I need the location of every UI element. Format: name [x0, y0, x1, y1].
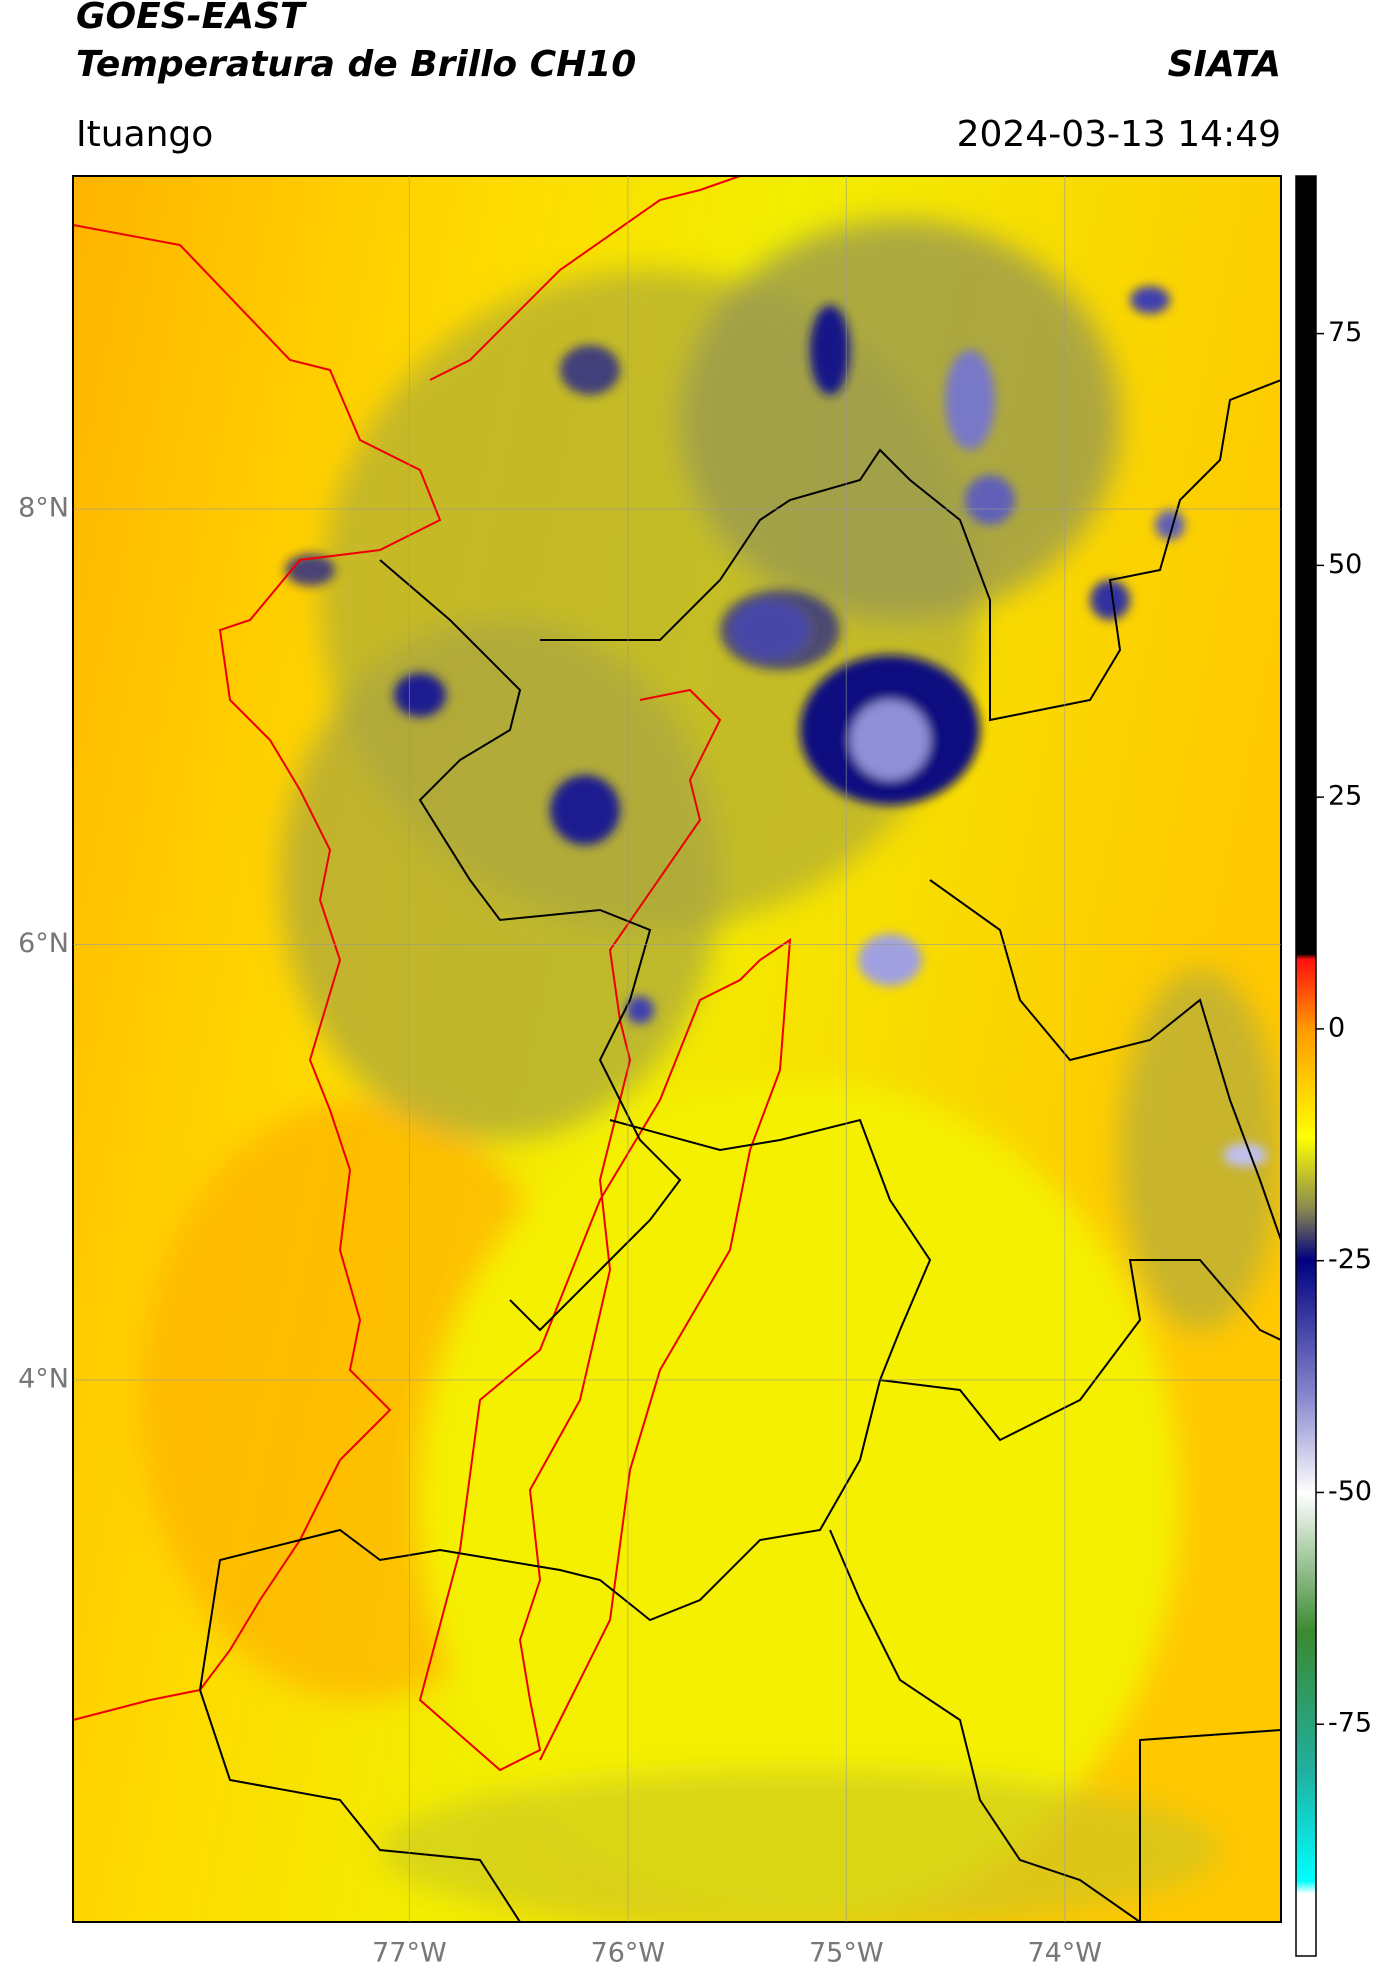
x-tick-label: 75°W: [809, 1938, 884, 1969]
colorbar-tick-label: -50: [1328, 1476, 1372, 1507]
x-tick-label: 74°W: [1027, 1938, 1102, 1969]
department-border: [1139, 1729, 1281, 1922]
y-tick-label: 8°N: [18, 493, 69, 524]
datetime: 2024-03-13 14:49: [957, 114, 1281, 155]
department-border: [929, 879, 1281, 1241]
map-frame: [72, 175, 1282, 1923]
subtitle: Temperatura de Brillo CH10: [76, 44, 636, 85]
title: GOES-EAST: [76, 0, 307, 37]
y-tick-label: 6°N: [18, 928, 69, 959]
y-tick-label: 4°N: [18, 1363, 69, 1394]
coastline: [429, 176, 741, 381]
department-border: [540, 379, 1281, 722]
department-border: [379, 559, 682, 1332]
colorbar-tick-label: 25: [1328, 781, 1362, 812]
x-tick-label: 77°W: [372, 1938, 447, 1969]
colorbar-tick-label: 75: [1328, 317, 1362, 348]
colorbar-tick-label: 0: [1328, 1012, 1345, 1043]
department-border: [418, 688, 792, 1772]
colorbar-tick-label: -25: [1328, 1244, 1372, 1275]
department-border: [198, 1118, 932, 1922]
colorbar-tick-label: -75: [1328, 1708, 1372, 1739]
colorbar-tick-label: 50: [1328, 549, 1362, 580]
department-border: [829, 1529, 1141, 1922]
colorbar: [1295, 175, 1317, 1957]
map-imagery: [73, 176, 1281, 1922]
x-tick-label: 76°W: [591, 1938, 666, 1969]
source: SIATA: [1168, 44, 1281, 85]
location: Ituango: [76, 114, 213, 155]
department-border: [879, 1259, 1281, 1442]
